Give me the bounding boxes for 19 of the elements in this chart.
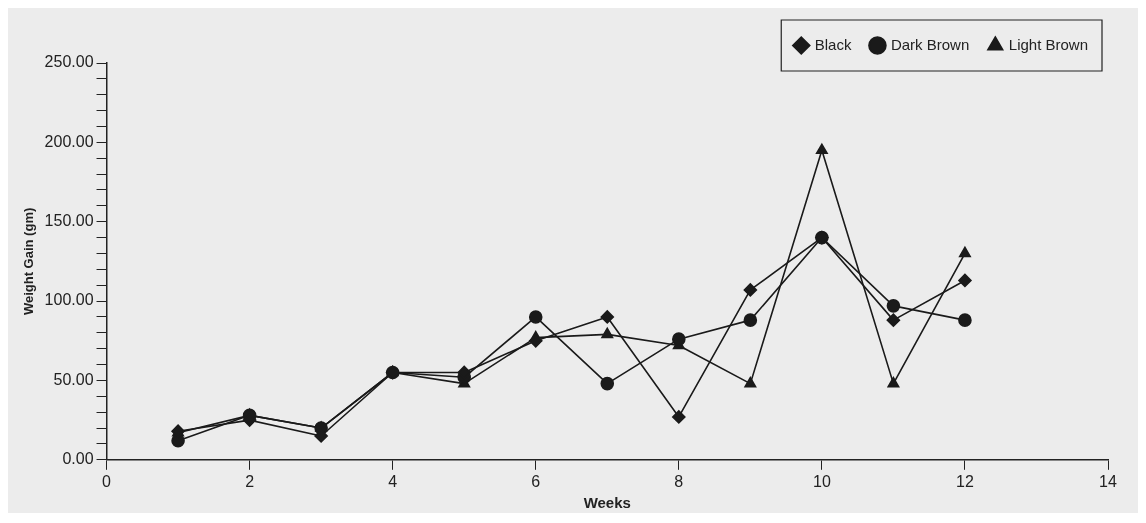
y-axis-title: Weight Gain (gm) <box>21 207 37 316</box>
legend-label: Light Brown <box>1008 35 1089 53</box>
y-tick-label: 250.00 <box>44 53 94 71</box>
x-tick-label: 0 <box>102 472 112 490</box>
y-tick-label: 100.00 <box>44 291 94 309</box>
y-tick-label: 0.00 <box>62 450 94 468</box>
x-tick-label: 2 <box>245 472 255 490</box>
legend-label: Dark Brown <box>890 35 970 53</box>
y-tick-label: 50.00 <box>53 370 94 388</box>
x-axis-title: Weeks <box>583 494 631 512</box>
x-tick-label: 6 <box>531 472 541 490</box>
y-tick-label: 150.00 <box>44 212 94 230</box>
x-tick-label: 14 <box>1099 472 1117 490</box>
x-tick-label: 8 <box>674 472 684 490</box>
x-tick-label: 10 <box>812 472 831 490</box>
legend-label: Black <box>814 35 852 53</box>
x-tick-label: 12 <box>956 472 974 490</box>
y-tick-label: 200.00 <box>44 132 94 150</box>
x-tick-label: 4 <box>388 472 398 490</box>
